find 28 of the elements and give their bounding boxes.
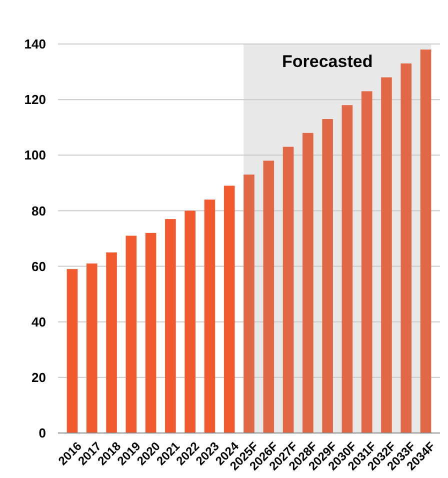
- y-tick-label: 80: [32, 203, 46, 218]
- bar: [282, 146, 294, 433]
- y-tick-label: 0: [38, 426, 46, 441]
- bar: [381, 77, 392, 433]
- y-tick-label: 100: [24, 148, 46, 163]
- bar: [126, 236, 137, 433]
- y-tick-label: 60: [32, 258, 46, 274]
- bar: [322, 119, 333, 433]
- bar: [66, 269, 78, 433]
- bar: [86, 264, 98, 433]
- y-tick-label: 20: [32, 370, 46, 385]
- y-tick-label: 120: [24, 92, 46, 108]
- bar: [244, 174, 254, 433]
- y-tick-label: 140: [24, 36, 46, 52]
- bar: [145, 232, 156, 433]
- bar: [263, 160, 274, 433]
- bar: [106, 252, 117, 433]
- bar: [400, 63, 412, 433]
- bar: [165, 219, 176, 433]
- y-tick-label: 40: [32, 314, 46, 330]
- bar: [361, 91, 372, 433]
- bar: [302, 132, 314, 433]
- bar: [224, 186, 235, 433]
- bar: [204, 200, 216, 433]
- bar: [184, 210, 196, 433]
- band-label: Forecasted: [282, 52, 373, 71]
- bar: [342, 105, 353, 433]
- bar: [420, 50, 432, 433]
